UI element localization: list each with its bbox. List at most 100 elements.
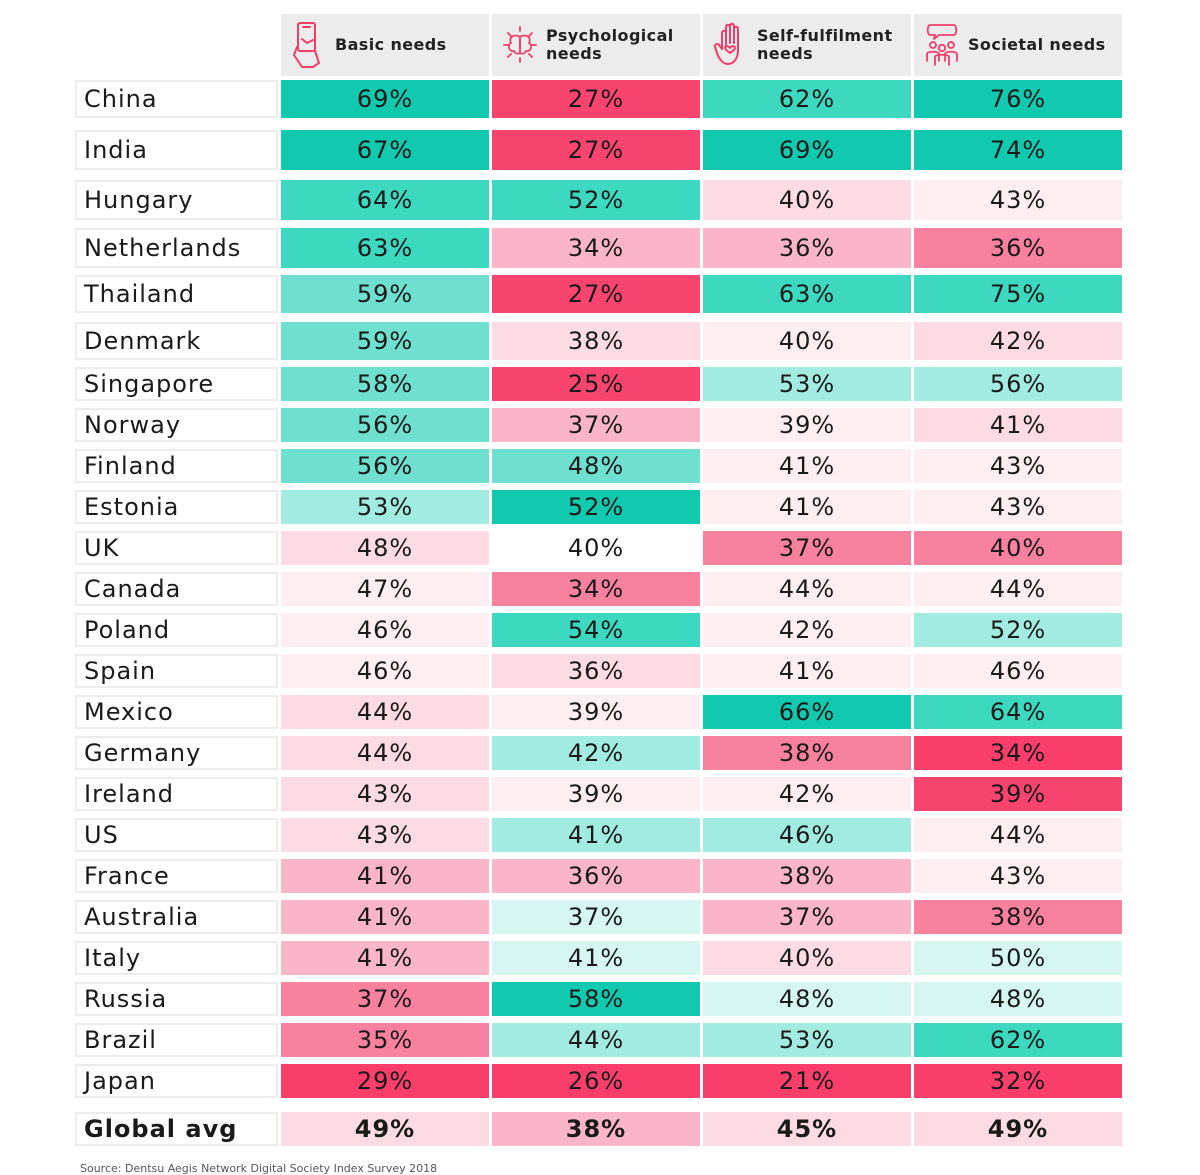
heatmap-cell: 43% xyxy=(914,449,1122,483)
heatmap-cell: 43% xyxy=(914,859,1122,893)
heatmap-cell: 41% xyxy=(703,449,911,483)
heatmap-cell: 43% xyxy=(914,180,1122,220)
country-label: India xyxy=(75,130,278,170)
heatmap-cell: 75% xyxy=(914,275,1122,313)
heatmap-cell: 45% xyxy=(703,1112,911,1146)
heatmap-cell: 39% xyxy=(914,777,1122,811)
heatmap-cell: 38% xyxy=(703,736,911,770)
phone-hand-icon xyxy=(289,17,329,73)
heatmap-cell: 69% xyxy=(703,130,911,170)
table-row: Germany 44% 42% 38% 34% xyxy=(75,736,1126,770)
heatmap-cell: 46% xyxy=(914,654,1122,688)
heatmap-cell: 25% xyxy=(492,367,700,401)
heatmap-cell: 56% xyxy=(281,449,489,483)
heatmap-cell: 41% xyxy=(281,941,489,975)
heatmap-cell: 53% xyxy=(703,1023,911,1057)
heatmap-cell: 41% xyxy=(914,408,1122,442)
header-spacer xyxy=(75,14,278,76)
heatmap-cell: 48% xyxy=(914,982,1122,1016)
heatmap-cell: 53% xyxy=(703,367,911,401)
table-row: Spain 46% 36% 41% 46% xyxy=(75,654,1126,688)
country-label: UK xyxy=(75,531,278,565)
heatmap-cell: 76% xyxy=(914,80,1122,118)
column-label: Psychological needs xyxy=(546,26,674,63)
country-label: Thailand xyxy=(75,275,278,313)
heatmap-cell: 43% xyxy=(281,777,489,811)
country-label: Poland xyxy=(75,613,278,647)
heatmap-cell: 21% xyxy=(703,1064,911,1098)
table-row: Hungary 64% 52% 40% 43% xyxy=(75,180,1126,220)
heatmap-cell: 48% xyxy=(492,449,700,483)
country-label: Germany xyxy=(75,736,278,770)
country-label: Denmark xyxy=(75,322,278,360)
heatmap-cell: 53% xyxy=(281,490,489,524)
heatmap-cell: 42% xyxy=(703,777,911,811)
heatmap-cell: 44% xyxy=(914,572,1122,606)
column-header-basic-needs: Basic needs xyxy=(281,14,489,76)
heatmap-cell: 40% xyxy=(703,941,911,975)
heatmap-cell: 50% xyxy=(914,941,1122,975)
brain-icon xyxy=(500,17,540,73)
country-label: Netherlands xyxy=(75,228,278,268)
heatmap-cell: 59% xyxy=(281,322,489,360)
country-label: Russia xyxy=(75,982,278,1016)
country-label: US xyxy=(75,818,278,852)
heatmap-cell: 74% xyxy=(914,130,1122,170)
table-row: Netherlands 63% 34% 36% 36% xyxy=(75,228,1126,268)
heatmap-cell: 27% xyxy=(492,130,700,170)
heatmap-cell: 40% xyxy=(703,180,911,220)
column-header-societal-needs: Societal needs xyxy=(914,14,1122,76)
column-label: Self-fulfilment needs xyxy=(757,26,893,63)
heatmap-cell: 40% xyxy=(914,531,1122,565)
heatmap-cell: 36% xyxy=(914,228,1122,268)
heatmap-cell: 48% xyxy=(281,531,489,565)
table-row: Mexico 44% 39% 66% 64% xyxy=(75,695,1126,729)
country-label: Ireland xyxy=(75,777,278,811)
heatmap-cell: 49% xyxy=(914,1112,1122,1146)
table-row: US 43% 41% 46% 44% xyxy=(75,818,1126,852)
heatmap-cell: 42% xyxy=(914,322,1122,360)
column-header-self-fulfilment-needs: Self-fulfilment needs xyxy=(703,14,911,76)
heatmap-cell: 67% xyxy=(281,130,489,170)
table-row: UK 48% 40% 37% 40% xyxy=(75,531,1126,565)
source-note: Source: Dentsu Aegis Network Digital Soc… xyxy=(80,1162,438,1175)
heatmap-cell: 37% xyxy=(703,900,911,934)
table-row: Japan 29% 26% 21% 32% xyxy=(75,1064,1126,1098)
heatmap-cell: 52% xyxy=(914,613,1122,647)
heatmap-cell: 44% xyxy=(492,1023,700,1057)
heatmap-cell: 62% xyxy=(914,1023,1122,1057)
global-average-row: Global avg 49% 38% 45% 49% xyxy=(75,1112,1126,1146)
table-row: Brazil 35% 44% 53% 62% xyxy=(75,1023,1126,1057)
table-row: Ireland 43% 39% 42% 39% xyxy=(75,777,1126,811)
table-row: Singapore 58% 25% 53% 56% xyxy=(75,367,1126,401)
country-label: France xyxy=(75,859,278,893)
column-label: Societal needs xyxy=(968,35,1106,54)
heatmap-cell: 63% xyxy=(281,228,489,268)
heatmap-cell: 39% xyxy=(492,695,700,729)
heatmap-cell: 44% xyxy=(914,818,1122,852)
heatmap-cell: 26% xyxy=(492,1064,700,1098)
heatmap-cell: 34% xyxy=(492,228,700,268)
heatmap-cell: 54% xyxy=(492,613,700,647)
heatmap-cell: 37% xyxy=(703,531,911,565)
heatmap-cell: 44% xyxy=(281,736,489,770)
heatmap-cell: 41% xyxy=(492,941,700,975)
heatmap-cell: 40% xyxy=(492,531,700,565)
heatmap-cell: 66% xyxy=(703,695,911,729)
heatmap-cell: 27% xyxy=(492,275,700,313)
heatmap-cell: 48% xyxy=(703,982,911,1016)
country-label: Canada xyxy=(75,572,278,606)
country-label: Global avg xyxy=(75,1112,278,1146)
heatmap-cell: 59% xyxy=(281,275,489,313)
heatmap-cell: 58% xyxy=(492,982,700,1016)
table-row: Canada 47% 34% 44% 44% xyxy=(75,572,1126,606)
country-label: China xyxy=(75,80,278,118)
heatmap-cell: 42% xyxy=(703,613,911,647)
table-row: Poland 46% 54% 42% 52% xyxy=(75,613,1126,647)
heatmap-cell: 35% xyxy=(281,1023,489,1057)
country-label: Singapore xyxy=(75,367,278,401)
heatmap-cell: 32% xyxy=(914,1064,1122,1098)
heatmap-cell: 41% xyxy=(703,490,911,524)
column-header-psychological-needs: Psychological needs xyxy=(492,14,700,76)
heatmap-cell: 43% xyxy=(281,818,489,852)
